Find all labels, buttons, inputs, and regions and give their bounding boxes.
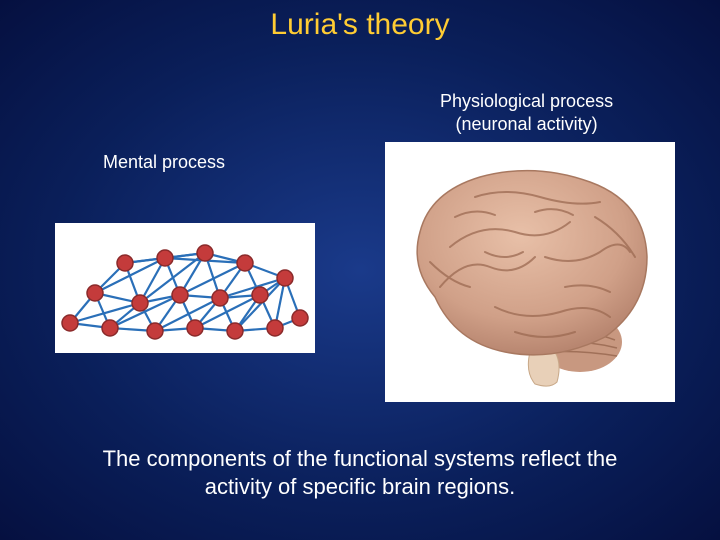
footer-text: The components of the functional systems… — [0, 445, 720, 502]
right-label-line1: Physiological process — [440, 91, 613, 111]
right-label-line2: (neuronal activity) — [456, 114, 598, 134]
slide-title: Luria's theory — [0, 8, 720, 42]
right-label: Physiological process (neuronal activity… — [440, 90, 613, 135]
network-svg — [55, 223, 315, 353]
footer-line2: activity of specific brain regions. — [205, 474, 516, 499]
footer-line1: The components of the functional systems… — [103, 446, 618, 471]
network-diagram — [55, 223, 315, 353]
left-label: Mental process — [103, 152, 225, 173]
brain-image — [385, 142, 675, 402]
brain-svg — [395, 157, 665, 387]
